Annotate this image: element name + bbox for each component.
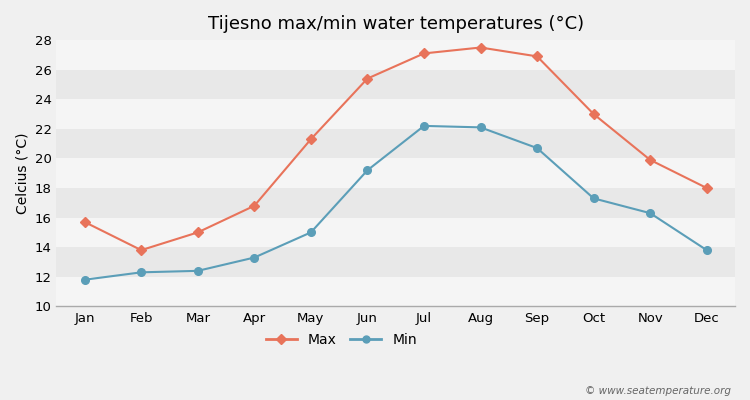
Bar	[56, 40, 735, 70]
Max	[363, 76, 372, 81]
Legend: Max, Min: Max, Min	[260, 328, 422, 353]
Bar	[56, 218, 735, 247]
Bar	[56, 277, 735, 306]
Max	[194, 230, 202, 235]
Line: Min: Min	[81, 122, 710, 284]
Max	[590, 112, 598, 116]
Bar	[56, 247, 735, 277]
Title: Tijesno max/min water temperatures (°C): Tijesno max/min water temperatures (°C)	[208, 15, 584, 33]
Min	[532, 146, 542, 150]
Max	[307, 137, 316, 142]
Bar	[56, 188, 735, 218]
Max	[80, 220, 89, 224]
Max	[702, 186, 711, 190]
Bar	[56, 158, 735, 188]
Max	[419, 51, 428, 56]
Max	[532, 54, 542, 59]
Min	[136, 270, 146, 275]
Min	[250, 255, 259, 260]
Max	[136, 248, 146, 252]
Min	[646, 211, 655, 216]
Bar	[56, 129, 735, 158]
Min	[363, 168, 372, 173]
Min	[476, 125, 485, 130]
Max	[646, 158, 655, 162]
Min	[702, 248, 711, 252]
Min	[194, 268, 202, 273]
Min	[419, 124, 428, 128]
Min	[590, 196, 598, 201]
Max	[476, 45, 485, 50]
Bar	[56, 99, 735, 129]
Bar	[56, 70, 735, 99]
Min	[307, 230, 316, 235]
Max	[250, 203, 259, 208]
Text: © www.seatemperature.org: © www.seatemperature.org	[585, 386, 731, 396]
Min	[80, 277, 89, 282]
Line: Max: Max	[81, 44, 710, 254]
Y-axis label: Celcius (°C): Celcius (°C)	[15, 132, 29, 214]
